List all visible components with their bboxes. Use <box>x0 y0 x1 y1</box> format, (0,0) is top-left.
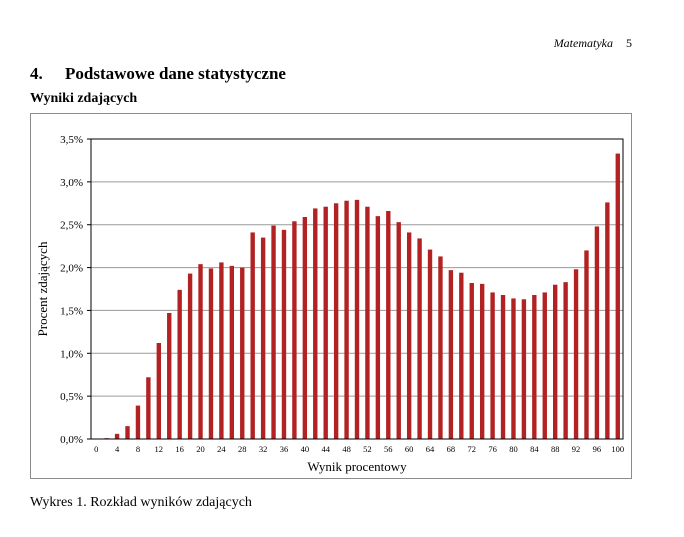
x-tick-label: 36 <box>280 444 289 454</box>
bar <box>459 272 464 439</box>
bar <box>479 283 485 439</box>
bar <box>469 283 474 439</box>
bar <box>250 232 255 439</box>
bar <box>553 284 558 439</box>
y-axis-label: Procent zdających <box>35 241 50 336</box>
section-heading: 4. Podstawowe dane statystyczne <box>30 64 286 84</box>
bar <box>260 237 266 439</box>
bar <box>146 377 151 439</box>
bar <box>511 298 516 439</box>
bar <box>594 226 600 439</box>
bar <box>427 249 433 439</box>
x-tick-label: 64 <box>426 444 435 454</box>
bar <box>114 433 120 439</box>
x-tick-label: 88 <box>551 444 560 454</box>
x-tick-label: 56 <box>384 444 393 454</box>
x-tick-label: 16 <box>175 444 184 454</box>
bar <box>490 292 495 439</box>
y-tick-label: 1,5% <box>60 305 83 317</box>
bar <box>375 216 381 439</box>
bar <box>302 217 308 439</box>
x-tick-label: 60 <box>405 444 414 454</box>
bar <box>417 238 422 439</box>
bar <box>605 202 610 439</box>
y-tick-label: 3,5% <box>60 134 83 146</box>
x-tick-label: 24 <box>217 444 226 454</box>
section-number: 4. <box>30 64 43 83</box>
bar <box>386 211 391 439</box>
bar <box>313 208 318 439</box>
bar <box>615 153 620 440</box>
x-tick-label: 4 <box>115 444 120 454</box>
bar <box>292 221 297 439</box>
x-tick-label: 80 <box>509 444 518 454</box>
subsection-title: Wyniki zdających <box>30 91 138 106</box>
x-tick-label: 76 <box>488 444 497 454</box>
bar <box>406 232 412 439</box>
bar <box>344 200 349 439</box>
bar <box>177 289 182 439</box>
bar <box>167 313 172 439</box>
x-tick-label: 52 <box>363 444 372 454</box>
x-tick-label: 48 <box>342 444 351 454</box>
section-title: Podstawowe dane statystyczne <box>65 64 286 83</box>
x-tick-label: 100 <box>611 444 624 454</box>
bar <box>563 282 568 439</box>
x-tick-label: 92 <box>572 444 581 454</box>
x-tick-label: 72 <box>467 444 476 454</box>
bar <box>156 343 161 439</box>
bar <box>135 405 141 439</box>
bar <box>542 292 547 439</box>
plot-border <box>90 138 624 440</box>
bar <box>219 262 224 439</box>
page-number: 5 <box>626 36 632 50</box>
bar <box>229 265 235 439</box>
bar <box>354 199 360 439</box>
x-axis-label: Wynik procentowy <box>307 459 407 474</box>
y-tick-label: 3,0% <box>60 177 83 189</box>
x-tick-label: 0 <box>94 444 98 454</box>
running-header: Matematyka 5 <box>554 36 632 51</box>
x-tick-label: 28 <box>238 444 247 454</box>
y-tick-label: 2,5% <box>60 220 83 232</box>
x-tick-label: 68 <box>447 444 456 454</box>
x-tick-label: 20 <box>196 444 205 454</box>
bar <box>365 206 370 439</box>
bar <box>323 206 328 439</box>
bar <box>396 222 401 439</box>
figure-caption: Wykres 1. Rozkład wyników zdających <box>30 495 252 510</box>
x-tick-label: 44 <box>321 444 330 454</box>
bar <box>584 250 589 439</box>
bar <box>208 268 214 439</box>
bar <box>448 270 454 439</box>
x-tick-label: 84 <box>530 444 539 454</box>
bar <box>281 229 287 439</box>
bar <box>500 295 506 439</box>
x-tick-label: 12 <box>155 444 164 454</box>
y-tick-label: 0,5% <box>60 391 83 403</box>
bar <box>125 426 130 439</box>
bar <box>271 225 276 439</box>
y-tick-label: 1,0% <box>60 348 83 360</box>
y-tick-label: 0,0% <box>60 434 83 446</box>
x-tick-label: 8 <box>136 444 140 454</box>
x-tick-label: 32 <box>259 444 268 454</box>
bar <box>240 267 245 439</box>
x-tick-label: 96 <box>593 444 602 454</box>
bar <box>333 203 339 439</box>
bar <box>521 299 527 439</box>
bar <box>532 295 537 439</box>
y-tick-label: 2,0% <box>60 263 83 275</box>
x-tick-label: 40 <box>301 444 310 454</box>
chart-frame: 0,0% 0,5% 1,0% 1,5% 2,0% 2,5% 3,0% 3,5% 0 4 8 12 16 2… <box>30 113 632 479</box>
header-subject: Matematyka <box>553 36 613 50</box>
bar <box>187 273 193 439</box>
bar <box>438 256 443 439</box>
score-distribution-chart: 0,0%0,5%1,0%1,5%2,0%2,5%3,0%3,5%0 4 8 12 16 2… <box>35 134 624 474</box>
bar <box>573 269 579 439</box>
bar <box>198 264 203 439</box>
